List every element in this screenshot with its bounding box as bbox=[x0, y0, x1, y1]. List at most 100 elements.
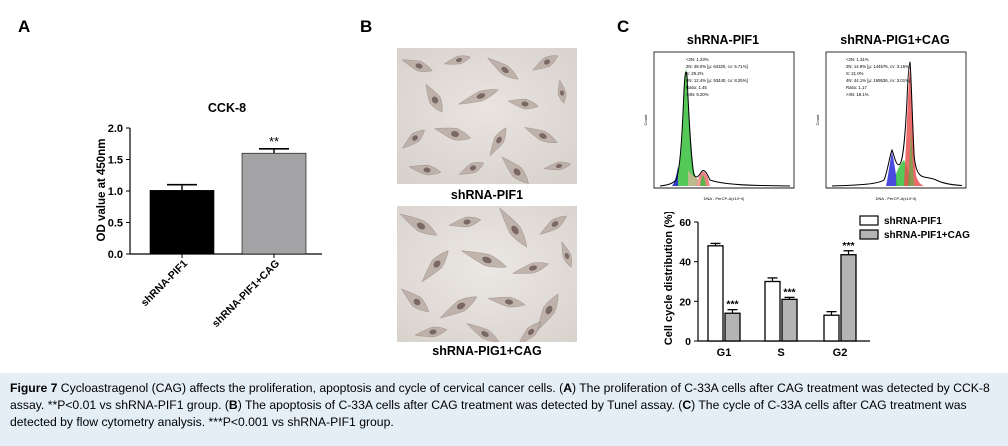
cell bbox=[439, 296, 478, 319]
cell-nucleus bbox=[543, 59, 551, 65]
cell bbox=[517, 321, 542, 342]
cell-nucleus bbox=[469, 165, 477, 171]
caption-text: Cycloastragenol (CAG) affects the prolif… bbox=[57, 381, 564, 395]
caption-panel-ref: A bbox=[563, 381, 572, 395]
cell bbox=[487, 296, 526, 308]
cell bbox=[401, 288, 429, 313]
cell bbox=[458, 162, 485, 175]
x-tick-label: shRNA-PIF1+CAG bbox=[210, 258, 282, 330]
caption-text: ) The proliferation of C-33A cells after… bbox=[10, 381, 990, 412]
cell bbox=[507, 98, 539, 110]
x-tick-label: G1 bbox=[717, 347, 732, 359]
cell bbox=[532, 55, 559, 71]
y-tick-label: 2.0 bbox=[108, 123, 123, 135]
flow-stat: 4N: 12.4% [μ: 93440, cv: 8.25%] bbox=[686, 78, 748, 83]
cell-nucleus bbox=[559, 90, 565, 96]
legend-swatch bbox=[859, 229, 879, 240]
microscopy-top-label: shRNA-PIF1 bbox=[450, 188, 524, 202]
cell-nucleus bbox=[501, 66, 509, 74]
y-tick-label: 20 bbox=[679, 296, 691, 308]
bar bbox=[823, 314, 840, 342]
cell bbox=[402, 129, 425, 149]
caption-text: ) The cycle of C-33A cells after CAG tre… bbox=[10, 398, 967, 429]
cell-nucleus bbox=[481, 331, 489, 337]
flow-stat: >4N: 9.20% bbox=[686, 92, 709, 97]
cell bbox=[511, 262, 550, 274]
cell-nucleus bbox=[496, 136, 502, 144]
cell-nucleus bbox=[423, 167, 431, 173]
panel-label-c: C bbox=[617, 17, 630, 36]
chart-title: CCK-8 bbox=[208, 101, 246, 115]
panel-label-b: B bbox=[360, 17, 373, 36]
caption-panel-ref: B bbox=[228, 398, 238, 412]
cell bbox=[460, 250, 507, 268]
legend-label: shRNA-PIF1+CAG bbox=[884, 230, 970, 241]
flow-histogram-right: Count DNA - PerCP-A(x10^4) <2N: 1.31% 2N… bbox=[815, 51, 967, 201]
bar bbox=[241, 152, 307, 255]
cell-nucleus bbox=[555, 163, 563, 169]
flow-title-right: shRNA-PIG1+CAG bbox=[840, 33, 950, 47]
cell-nucleus bbox=[476, 93, 486, 99]
cell-nucleus bbox=[433, 260, 441, 268]
flow-stat: >4N: 19.1% bbox=[846, 92, 869, 97]
flow-stat: S: 21.0% bbox=[846, 71, 864, 76]
cell bbox=[536, 293, 559, 332]
significance-marker: *** bbox=[842, 240, 855, 252]
cell bbox=[443, 55, 471, 65]
cell bbox=[448, 216, 482, 228]
cell-nucleus bbox=[412, 135, 418, 141]
flow-y-label-left: Count bbox=[643, 114, 648, 126]
y-tick-label: 0.0 bbox=[108, 249, 123, 261]
cell-nucleus bbox=[545, 305, 553, 315]
flow-stat: 2N: 14.9% [μ: 144576, cv: 3.16%] bbox=[846, 64, 910, 69]
y-axis-label: Cell cycle distribution (%) bbox=[663, 212, 675, 345]
y-axis-label: OD value at 450nm bbox=[96, 139, 108, 242]
caption-background bbox=[0, 373, 1008, 446]
cell bbox=[561, 241, 572, 268]
microscopy-bottom-label: shRNA-PIG1+CAG bbox=[432, 344, 542, 358]
cell-nucleus bbox=[527, 328, 535, 336]
cell-nucleus bbox=[413, 298, 421, 306]
microscopy-image-top bbox=[397, 48, 577, 184]
bar bbox=[781, 298, 798, 342]
cell bbox=[524, 127, 558, 144]
legend-swatch bbox=[859, 215, 879, 226]
y-tick-label: 1.5 bbox=[108, 155, 123, 167]
cck8-bar-chart: CCK-8 OD value at 450nm 0.0 0.5 1.0 1.5 2.0 s… bbox=[96, 101, 322, 330]
cell bbox=[466, 323, 500, 342]
significance-marker: *** bbox=[726, 299, 739, 311]
flow-stat: S: 29.2% bbox=[686, 71, 704, 76]
cell-nucleus bbox=[451, 130, 459, 138]
figure-caption: Figure 7 Cycloastragenol (CAG) affects t… bbox=[10, 380, 998, 431]
y-tick-label: 40 bbox=[679, 257, 691, 269]
cell bbox=[557, 79, 567, 104]
bar bbox=[724, 312, 741, 342]
cell-nucleus bbox=[551, 221, 559, 227]
microscopy-image-bottom bbox=[397, 206, 577, 342]
cell-nucleus bbox=[539, 133, 547, 139]
cell-nucleus bbox=[513, 168, 521, 176]
cell-nucleus bbox=[429, 329, 437, 335]
flow-stat: 2N: 48.0% [μ: 64320, cv: 5.71%] bbox=[686, 64, 748, 69]
bar bbox=[764, 280, 781, 342]
cell-cycle-bar-chart: Cell cycle distribution (%) 0 20 40 60 G1 S G2… bbox=[663, 212, 970, 359]
x-tick-label: S bbox=[777, 347, 784, 359]
cell bbox=[539, 215, 567, 235]
cell-nucleus bbox=[431, 96, 439, 104]
cell bbox=[498, 207, 528, 248]
y-tick-label: 0 bbox=[685, 336, 691, 348]
caption-text: ) The apoptosis of C-33A cells after CAG… bbox=[237, 398, 683, 412]
cell-nucleus bbox=[511, 225, 519, 235]
x-tick-label: G2 bbox=[833, 347, 848, 359]
y-tick-label: 60 bbox=[679, 217, 691, 229]
flow-stat: Ratio: 1.45 bbox=[686, 85, 707, 90]
cell-nucleus bbox=[564, 252, 570, 260]
cell bbox=[421, 250, 449, 283]
caption-panel-ref: C bbox=[682, 398, 692, 412]
flow-title-left: shRNA-PIF1 bbox=[686, 33, 760, 47]
cell-nucleus bbox=[456, 302, 466, 310]
cell-nucleus bbox=[504, 299, 514, 305]
flow-stat: <2N: 1.23% bbox=[686, 57, 709, 62]
cell bbox=[399, 213, 438, 236]
cell-nucleus bbox=[455, 57, 463, 63]
